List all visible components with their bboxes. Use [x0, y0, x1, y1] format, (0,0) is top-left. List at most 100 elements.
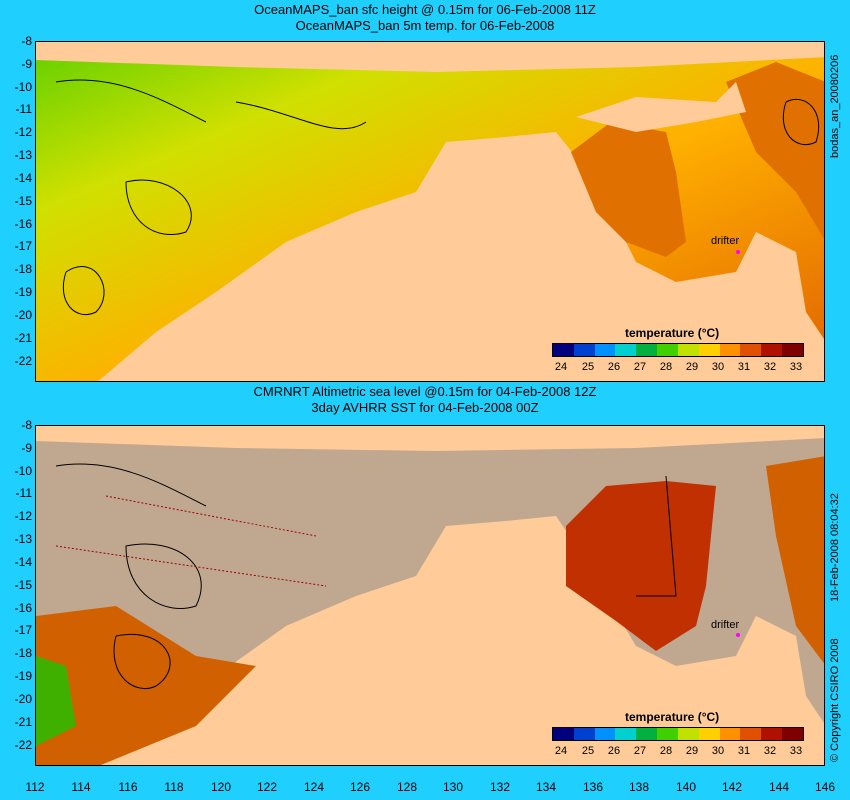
cbar-tick: 26 — [607, 745, 621, 757]
cbar-tick: 25 — [581, 361, 595, 373]
y-tick-label: -14 — [14, 171, 32, 185]
y-tick-label: -18 — [14, 646, 32, 660]
y-tick-label: -22 — [14, 738, 32, 752]
top-end-sst — [566, 481, 716, 651]
y-tick-label: -17 — [14, 623, 32, 637]
x-tick-label: 134 — [535, 780, 557, 794]
cbar-tick: 29 — [685, 745, 699, 757]
x-tick-label: 122 — [256, 780, 278, 794]
cbar-tick: 31 — [737, 745, 751, 757]
australia-land — [98, 516, 824, 765]
x-tick-label: 128 — [396, 780, 418, 794]
y-tick-label: -9 — [21, 441, 32, 455]
x-tick-label: 138 — [628, 780, 650, 794]
y-tick-label: -19 — [14, 285, 32, 299]
cbar-tick: 30 — [711, 745, 725, 757]
x-tick-label: 142 — [721, 780, 743, 794]
side-label-top: bodas_an_20080206 — [829, 54, 841, 158]
y-tick-label: -8 — [21, 34, 32, 48]
x-tick-label: 118 — [164, 780, 184, 794]
y-tick-label: -15 — [14, 194, 32, 208]
contour — [55, 463, 207, 507]
x-tick-label: 126 — [349, 780, 371, 794]
contour — [782, 98, 820, 146]
y-tick-label: -19 — [14, 669, 32, 683]
y-tick-label: -9 — [21, 57, 32, 71]
bottom-title-1: CMRNRT Altimetric sea level @0.15m for 0… — [253, 384, 597, 399]
x-tick-label: 130 — [442, 780, 464, 794]
cbar-tick: 33 — [789, 745, 803, 757]
y-tick-label: -22 — [14, 354, 32, 368]
y-tick-label: -21 — [14, 331, 32, 345]
x-tick-label: 140 — [675, 780, 697, 794]
drifter-label-bottom: drifter — [711, 619, 740, 631]
cbar-tick: 28 — [659, 361, 673, 373]
contour — [113, 634, 171, 689]
contour — [636, 475, 677, 597]
drifter-marker — [736, 250, 740, 254]
contour — [62, 266, 105, 316]
x-tick-label: 116 — [118, 780, 138, 794]
y-tick-label: -11 — [15, 486, 32, 500]
y-tick-label: -20 — [14, 692, 32, 706]
cbar-tick: 24 — [554, 745, 568, 757]
bottom-colorbar — [552, 727, 804, 741]
top-colorbar — [552, 343, 804, 357]
y-tick-label: -10 — [14, 464, 32, 478]
cbar-tick: 33 — [789, 361, 803, 373]
contour — [125, 179, 192, 236]
y-tick-label: -16 — [14, 601, 32, 615]
y-tick-label: -14 — [14, 555, 32, 569]
new-guinea-land — [726, 62, 824, 239]
x-tick-label: 146 — [814, 780, 836, 794]
cbar-tick: 32 — [763, 361, 777, 373]
y-tick-label: -12 — [14, 125, 32, 139]
side-label-timestamp: 18-Feb-2008 08:04:32 — [829, 493, 841, 602]
x-tick-label: 112 — [25, 780, 45, 794]
top-map-panel — [35, 41, 825, 382]
contour — [55, 79, 207, 123]
x-tick-label: 120 — [210, 780, 232, 794]
contour — [125, 543, 202, 609]
cbar-tick: 29 — [685, 361, 699, 373]
x-tick-label: 136 — [582, 780, 604, 794]
cbar-tick: 27 — [633, 361, 647, 373]
cbar-tick: 24 — [554, 361, 568, 373]
side-label-copyright: © Copyright CSIRO 2008 — [829, 638, 841, 762]
altimetry-track — [55, 545, 327, 587]
west-coast-sst — [36, 606, 256, 765]
drifter-label-top: drifter — [711, 235, 740, 247]
x-tick-label: 114 — [71, 780, 91, 794]
y-tick-label: -13 — [14, 532, 32, 546]
top-legend-title: temperature (°C) — [625, 326, 720, 340]
new-guinea-sst — [766, 456, 824, 664]
top-end-land — [571, 122, 686, 257]
cbar-tick: 27 — [633, 745, 647, 757]
bottom-map-panel — [35, 425, 825, 766]
bottom-title-2: 3day AVHRR SST for 04-Feb-2008 00Z — [311, 400, 539, 415]
cbar-tick: 32 — [763, 745, 777, 757]
x-tick-label: 144 — [768, 780, 790, 794]
cbar-tick: 30 — [711, 361, 725, 373]
y-tick-label: -16 — [14, 217, 32, 231]
indonesia-islands — [36, 42, 824, 72]
top-title-1: OceanMAPS_ban sfc height @ 0.15m for 06-… — [254, 2, 596, 17]
cbar-tick: 31 — [737, 361, 751, 373]
y-tick-label: -18 — [14, 262, 32, 276]
top-title-2: OceanMAPS_ban 5m temp. for 06-Feb-2008 — [295, 18, 555, 33]
y-tick-label: -20 — [14, 308, 32, 322]
australia-land — [98, 132, 824, 381]
y-tick-label: -15 — [14, 578, 32, 592]
cbar-tick: 25 — [581, 745, 595, 757]
bottom-legend-title: temperature (°C) — [625, 710, 720, 724]
y-tick-label: -21 — [14, 715, 32, 729]
contour — [235, 101, 367, 130]
drifter-marker — [736, 633, 740, 637]
y-tick-label: -13 — [14, 148, 32, 162]
cbar-tick: 26 — [607, 361, 621, 373]
x-tick-label: 124 — [303, 780, 325, 794]
y-tick-label: -11 — [15, 102, 32, 116]
x-tick-label: 132 — [489, 780, 511, 794]
y-tick-label: -10 — [14, 80, 32, 94]
y-tick-label: -8 — [21, 418, 32, 432]
